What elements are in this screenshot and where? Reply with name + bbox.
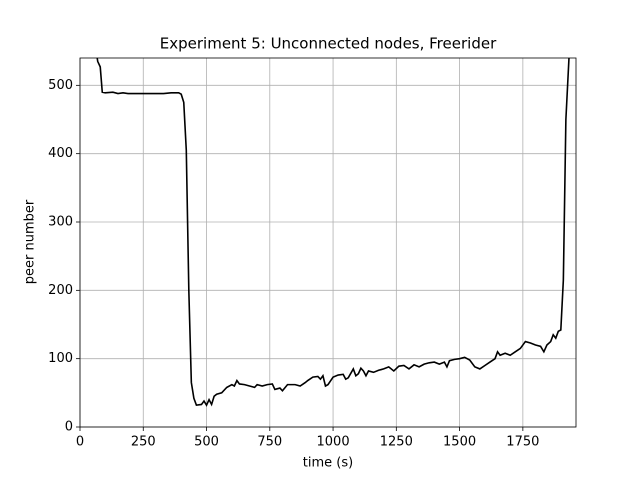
data-line (96, 58, 570, 407)
x-tick-label: 1750 (506, 435, 539, 450)
y-tick-label: 200 (48, 283, 73, 298)
y-tick-label: 500 (48, 78, 73, 93)
plot-frame (79, 57, 577, 428)
x-tick-label: 1250 (380, 435, 413, 450)
y-tick-label: 400 (48, 146, 73, 161)
x-tick-label: 750 (257, 435, 282, 450)
x-tick-label: 1500 (443, 435, 476, 450)
y-tick-label: 300 (48, 215, 73, 230)
x-tick-label: 1000 (317, 435, 350, 450)
x-tick-label: 250 (131, 435, 156, 450)
x-tick-label: 500 (194, 435, 219, 450)
y-axis-label: peer number (23, 199, 38, 284)
y-tick-label: 100 (48, 351, 73, 366)
x-tick-label: 0 (76, 435, 84, 450)
x-axis-label: time (s) (303, 456, 353, 471)
chart-title: Experiment 5: Unconnected nodes, Freerid… (160, 35, 497, 53)
y-tick-label: 0 (65, 420, 73, 435)
